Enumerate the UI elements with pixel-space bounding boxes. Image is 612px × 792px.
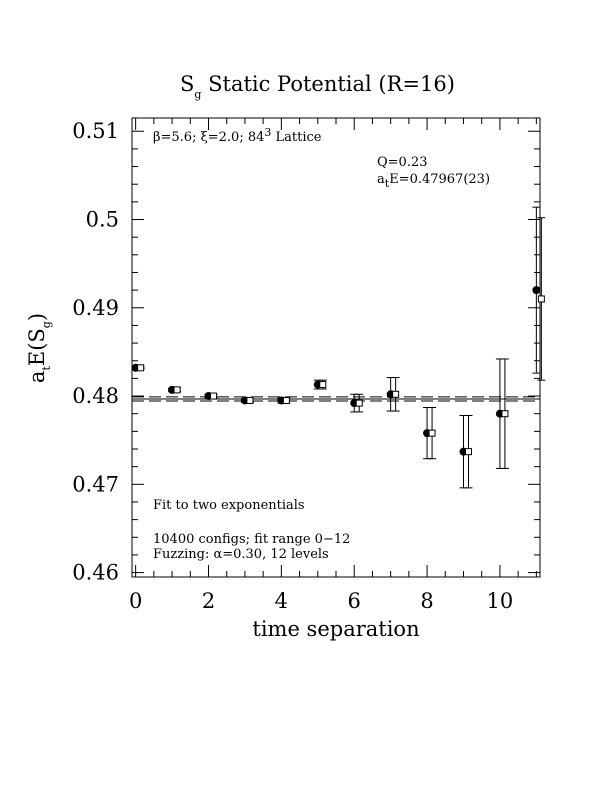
x-tick-labels: 0 2 4 6 8 10 bbox=[129, 589, 513, 613]
data-point-square bbox=[282, 396, 290, 404]
data-point-square bbox=[246, 396, 254, 404]
y-axis-label: atE(Sg) bbox=[25, 313, 53, 383]
chart-title: Sg Static Potential (R=16) bbox=[180, 72, 455, 101]
x-tick-label: 4 bbox=[275, 589, 288, 613]
y-tick-label: 0.49 bbox=[72, 296, 119, 320]
y-tick-label: 0.46 bbox=[72, 561, 119, 585]
energy-annotation: atE=0.47967(23) bbox=[377, 172, 490, 190]
y-tick-label: 0.47 bbox=[72, 472, 119, 496]
x-tick-label: 0 bbox=[129, 589, 142, 613]
x-tick-label: 6 bbox=[348, 589, 361, 613]
fuzzing-annotation: Fuzzing: α=0.30, 12 levels bbox=[153, 547, 329, 562]
data-point-square bbox=[501, 410, 509, 418]
data-point-square bbox=[173, 386, 181, 394]
data-point-square bbox=[392, 390, 400, 398]
data-point-square bbox=[465, 448, 472, 456]
fit-annotation: Fit to two exponentials bbox=[153, 498, 305, 513]
configs-annotation: 10400 configs; fit range 0−12 bbox=[153, 532, 350, 547]
data-points bbox=[131, 206, 546, 489]
data-point-square bbox=[319, 381, 327, 389]
axis-ticks bbox=[132, 118, 540, 577]
x-tick-label: 2 bbox=[202, 589, 215, 613]
fit-band bbox=[132, 396, 540, 402]
data-point-square bbox=[210, 392, 217, 400]
data-point-square bbox=[537, 295, 545, 303]
y-tick-label: 0.48 bbox=[72, 384, 119, 408]
q-annotation: Q=0.23 bbox=[377, 155, 428, 170]
y-tick-labels: 0.46 0.47 0.48 0.49 0.5 0.51 bbox=[72, 119, 119, 584]
x-tick-label: 10 bbox=[487, 589, 514, 613]
data-point-square bbox=[355, 399, 363, 407]
data-point-square bbox=[137, 364, 145, 372]
y-tick-label: 0.51 bbox=[72, 119, 119, 143]
lattice-annotation: β=5.6; ξ=2.0; 843 Lattice bbox=[153, 126, 322, 145]
y-tick-label: 0.5 bbox=[86, 208, 119, 232]
x-axis-label: time separation bbox=[252, 617, 419, 641]
data-point-circle bbox=[532, 286, 541, 295]
data-point-square bbox=[428, 429, 436, 437]
x-tick-label: 8 bbox=[420, 589, 433, 613]
